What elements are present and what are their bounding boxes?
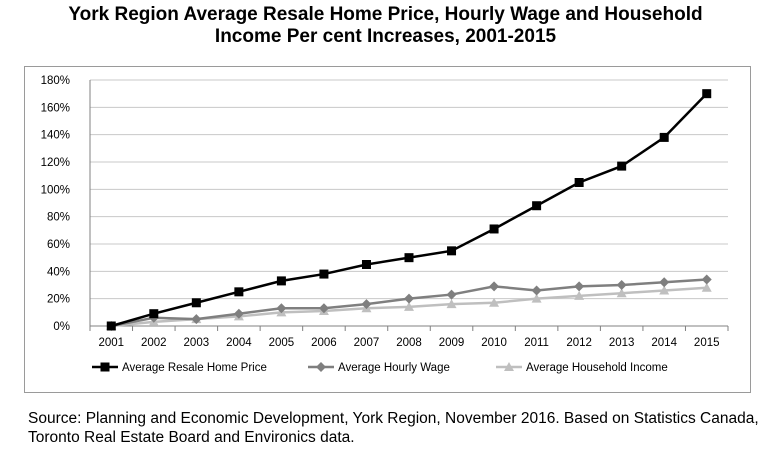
data-point-wage [616, 280, 627, 290]
chart-title-line-1: York Region Average Resale Home Price, H… [68, 4, 703, 25]
data-point-income [616, 288, 627, 298]
y-tick-label: 100% [41, 184, 70, 196]
data-point-income [574, 290, 585, 300]
data-point-wage [659, 277, 670, 288]
x-tick-label: 2007 [354, 337, 380, 349]
legend-marker-resale [100, 362, 110, 372]
data-point-wage [446, 289, 457, 300]
data-point-wage [404, 293, 414, 304]
x-tick-label: 2015 [694, 337, 720, 349]
data-point-resale [404, 253, 414, 263]
data-point-income [446, 299, 457, 309]
data-point-resale [234, 287, 244, 297]
x-tick-label: 2010 [481, 337, 507, 349]
y-tick-label: 160% [41, 102, 70, 114]
data-point-income [489, 297, 500, 307]
data-point-resale [574, 178, 584, 187]
data-point-resale [532, 201, 542, 211]
legend-marker-income [504, 362, 514, 371]
data-point-income [701, 282, 712, 292]
data-point-wage [233, 308, 244, 319]
data-point-income [404, 301, 414, 311]
data-point-resale [149, 309, 159, 319]
source-note: Source: Planning and Economic Developmen… [28, 410, 759, 446]
data-point-resale [319, 269, 329, 279]
data-point-wage [361, 299, 372, 310]
data-point-wage [489, 281, 500, 292]
data-point-resale [489, 224, 499, 234]
y-tick-label: 120% [41, 157, 70, 169]
x-tick-label: 2004 [226, 337, 252, 349]
y-tick-label: 80% [47, 212, 70, 224]
data-point-income [659, 285, 670, 295]
data-point-wage [276, 303, 287, 314]
data-point-resale [361, 260, 371, 269]
data-point-wage [191, 314, 202, 325]
data-point-wage [701, 274, 712, 285]
data-point-resale [617, 161, 627, 171]
data-point-resale [659, 132, 669, 142]
x-tick-label: 2013 [609, 337, 635, 349]
y-tick-label: 0% [53, 321, 70, 333]
y-tick-label: 20% [47, 294, 70, 306]
chart-title: York Region Average Resale Home Price, H… [0, 4, 771, 48]
series-line-resale [110, 92, 708, 328]
chart-title-line-2: Income Per cent Increases, 2001-2015 [214, 26, 557, 47]
x-tick-label: 2001 [98, 337, 124, 349]
x-tick-label: 2002 [141, 337, 167, 349]
x-tick-label: 2009 [439, 337, 465, 349]
x-tick-label: 2008 [396, 337, 422, 349]
data-point-resale [191, 298, 201, 308]
x-tick-label: 2012 [566, 337, 592, 349]
x-tick-label: 2006 [311, 337, 337, 349]
y-tick-label: 40% [47, 266, 70, 278]
x-tick-label: 2014 [651, 337, 677, 349]
data-point-resale [106, 321, 116, 331]
data-point-wage [318, 303, 329, 314]
y-tick-label: 60% [47, 239, 70, 251]
legend-marker-wage [316, 362, 326, 372]
y-tick-label: 140% [41, 130, 70, 142]
data-point-wage [574, 281, 585, 292]
data-point-resale [447, 246, 457, 256]
legend-label-wage: Average Hourly Wage [338, 362, 450, 374]
data-point-resale [702, 89, 712, 99]
y-tick-label: 180% [41, 75, 70, 87]
x-tick-label: 2011 [524, 337, 549, 349]
legend-label-resale: Average Resale Home Price [122, 362, 267, 374]
x-tick-label: 2005 [269, 337, 295, 349]
legend-label-income: Average Household Income [526, 362, 668, 374]
x-tick-label: 2003 [184, 337, 210, 349]
chart-frame [24, 66, 751, 393]
data-point-income [531, 293, 542, 303]
data-point-resale [276, 276, 286, 286]
data-point-wage [531, 285, 542, 296]
